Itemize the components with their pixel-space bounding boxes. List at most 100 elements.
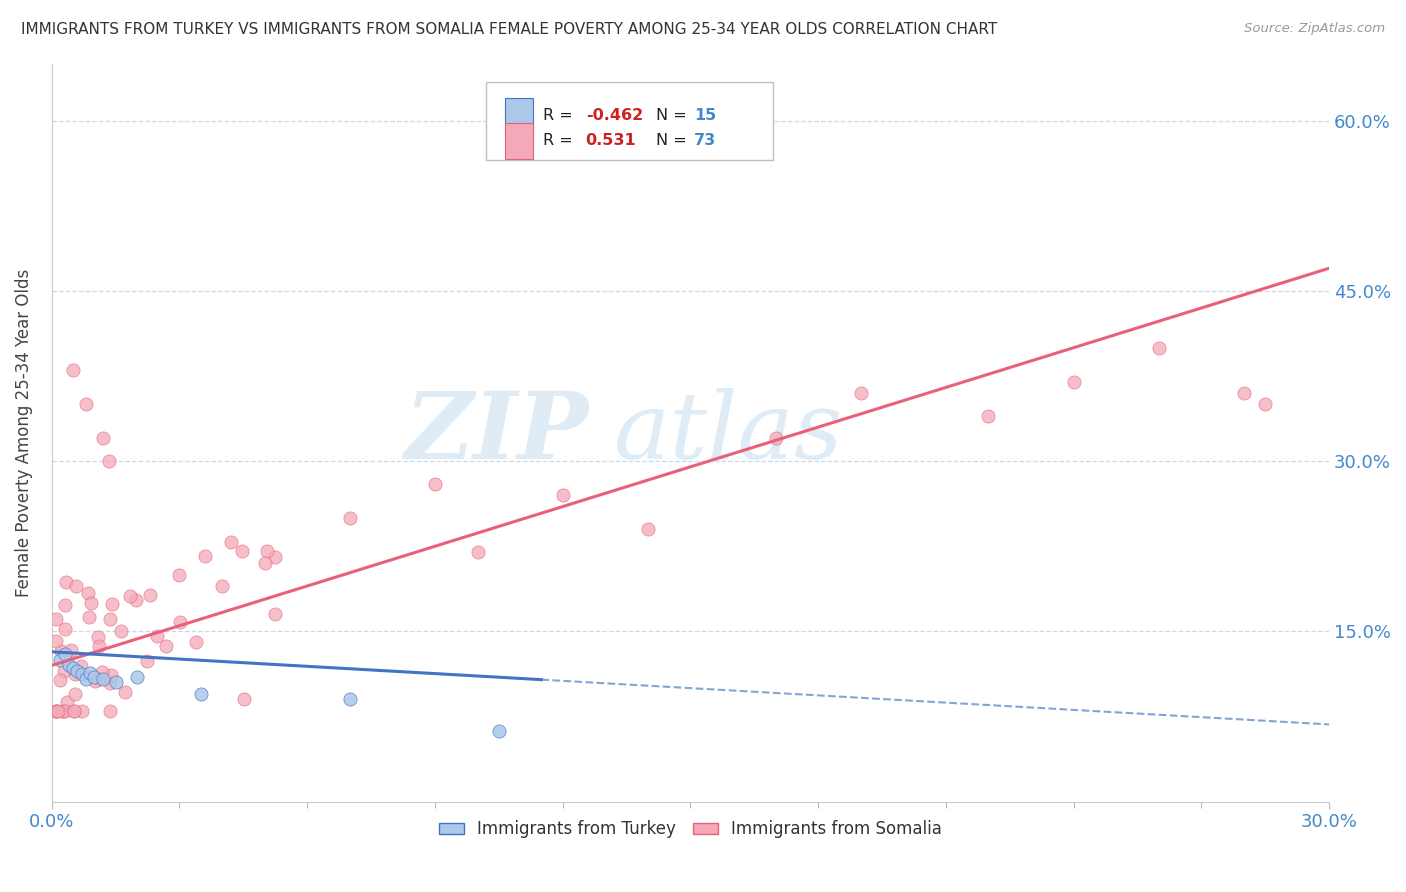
Text: R =: R = [544, 133, 583, 148]
Point [79, 597, 101, 611]
Point [765, 432, 787, 446]
Point [45, 612, 67, 626]
Point [63, 704, 86, 718]
Point [110, 624, 132, 638]
Point [423, 476, 446, 491]
Point [155, 640, 177, 654]
Point [125, 593, 148, 607]
Point [53, 704, 76, 718]
Point [45, 704, 67, 718]
Bar [505, 123, 533, 159]
Point [104, 675, 127, 690]
Point [98, 704, 121, 718]
Point [62, 704, 84, 718]
Point [100, 612, 122, 626]
Text: 0.531: 0.531 [586, 133, 637, 148]
Point [83, 670, 105, 684]
FancyBboxPatch shape [486, 82, 773, 160]
Point [52, 704, 75, 718]
Point [63, 687, 86, 701]
Point [75, 397, 97, 411]
Point [53, 647, 76, 661]
Point [91, 432, 114, 446]
Point [53, 622, 76, 636]
Point [79, 666, 101, 681]
Point [120, 589, 142, 603]
Text: ZIP: ZIP [404, 388, 588, 478]
Point [263, 607, 285, 622]
Point [339, 511, 361, 525]
Point [76, 585, 98, 599]
Point [46, 704, 69, 718]
Point [75, 672, 97, 686]
Point [1233, 386, 1256, 401]
Point [65, 579, 87, 593]
Text: 73: 73 [695, 133, 717, 148]
Point [194, 549, 217, 564]
Point [253, 557, 276, 571]
Point [184, 634, 207, 648]
Point [125, 670, 148, 684]
Point [219, 534, 242, 549]
Point [551, 488, 574, 502]
Point [56, 695, 79, 709]
Point [62, 363, 84, 377]
Point [70, 667, 93, 681]
Point [63, 666, 86, 681]
Point [139, 588, 162, 602]
Text: Source: ZipAtlas.com: Source: ZipAtlas.com [1244, 22, 1385, 36]
Point [89, 672, 111, 686]
Point [1254, 397, 1277, 411]
Point [849, 386, 872, 401]
Text: N =: N = [655, 108, 692, 123]
Point [84, 674, 107, 689]
Point [114, 685, 136, 699]
Point [169, 567, 191, 582]
Point [98, 676, 121, 690]
Point [190, 687, 212, 701]
Point [59, 643, 82, 657]
Point [52, 704, 75, 718]
Point [87, 630, 110, 644]
Legend: Immigrants from Turkey, Immigrants from Somalia: Immigrants from Turkey, Immigrants from … [432, 814, 949, 845]
Point [488, 724, 510, 739]
Text: R =: R = [544, 108, 578, 123]
Point [211, 579, 233, 593]
Point [1063, 375, 1085, 389]
Text: 15: 15 [695, 108, 717, 123]
Point [62, 661, 84, 675]
Point [637, 522, 659, 536]
Point [91, 665, 114, 680]
Point [70, 704, 93, 718]
Point [98, 454, 121, 468]
Point [45, 704, 67, 718]
Point [146, 629, 169, 643]
Point [169, 615, 191, 630]
Bar [505, 98, 533, 133]
Point [256, 544, 278, 558]
Point [977, 409, 1000, 423]
Point [233, 692, 256, 706]
Point [51, 644, 73, 658]
Point [55, 574, 77, 589]
Point [91, 672, 114, 686]
Point [339, 692, 361, 706]
Point [70, 659, 93, 673]
Point [49, 673, 72, 688]
Text: IMMIGRANTS FROM TURKEY VS IMMIGRANTS FROM SOMALIA FEMALE POVERTY AMONG 25-34 YEA: IMMIGRANTS FROM TURKEY VS IMMIGRANTS FRO… [21, 22, 997, 37]
Point [45, 704, 67, 718]
Point [87, 639, 110, 653]
Point [1147, 341, 1170, 355]
Point [52, 664, 75, 678]
Point [467, 545, 489, 559]
Point [45, 634, 67, 648]
Point [77, 610, 100, 624]
Y-axis label: Female Poverty Among 25-34 Year Olds: Female Poverty Among 25-34 Year Olds [15, 268, 32, 597]
Point [101, 598, 124, 612]
Point [136, 655, 159, 669]
Text: atlas: atlas [614, 388, 844, 478]
Point [53, 598, 76, 612]
Text: -0.462: -0.462 [586, 108, 643, 123]
Text: N =: N = [655, 133, 692, 148]
Point [231, 544, 253, 558]
